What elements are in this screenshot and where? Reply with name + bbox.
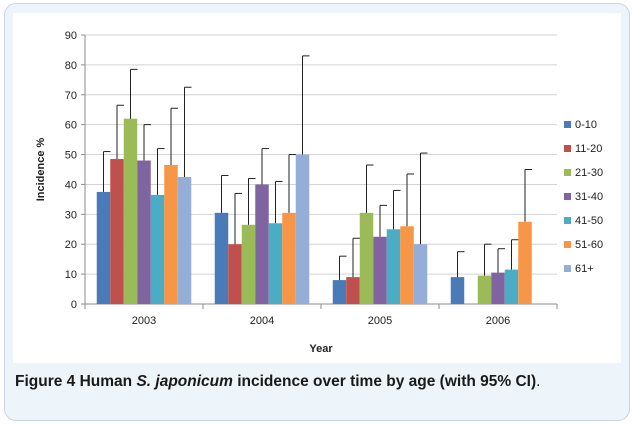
legend-label-0-10: 0-10 bbox=[575, 119, 597, 131]
x-axis-title: Year bbox=[309, 343, 333, 355]
bar-21-30-2005 bbox=[359, 212, 374, 304]
bar-41-50-2004 bbox=[268, 223, 283, 304]
bar-51-60-2005 bbox=[400, 226, 414, 304]
legend-label-51-60: 51-60 bbox=[575, 239, 603, 251]
bar-21-30-2006 bbox=[477, 275, 492, 304]
y-axis-title: Incidence % bbox=[35, 137, 47, 201]
figure-label: Figure 4 bbox=[15, 373, 76, 390]
bar-61+-2005 bbox=[413, 244, 428, 304]
legend-swatch-21-30 bbox=[564, 169, 571, 176]
bar-61+-2003 bbox=[177, 176, 192, 304]
bar-0-10-2006 bbox=[450, 277, 465, 304]
legend-swatch-41-50 bbox=[564, 217, 571, 224]
y-tick-label: 0 bbox=[71, 299, 77, 311]
legend-swatch-0-10 bbox=[564, 121, 571, 128]
bar-21-30-2003 bbox=[123, 118, 138, 304]
legend-label-61+: 61+ bbox=[575, 263, 594, 275]
legend-label-21-30: 21-30 bbox=[575, 167, 603, 179]
legend-label-31-40: 31-40 bbox=[575, 191, 603, 203]
figure-panel: 0 10 20 30 40 50 60 70 80 90 2003 2004 2005 2006 Year I… bbox=[4, 3, 630, 421]
bar-51-60-2006 bbox=[518, 221, 532, 304]
bar-41-50-2006 bbox=[504, 269, 519, 304]
bar-21-30-2004 bbox=[241, 224, 256, 304]
y-tick-label: 50 bbox=[65, 150, 77, 162]
bar-61+-2004 bbox=[295, 154, 310, 304]
bar-41-50-2005 bbox=[386, 229, 401, 304]
x-tick-label: 2006 bbox=[486, 315, 510, 327]
legend-swatch-51-60 bbox=[564, 241, 571, 248]
y-tick-label: 40 bbox=[65, 179, 77, 191]
x-tick-label: 2004 bbox=[250, 315, 274, 327]
caption-text-after: incidence over time by age (with 95% CI) bbox=[232, 373, 537, 390]
bar-31-40-2006 bbox=[491, 272, 505, 304]
bar-0-10-2003 bbox=[96, 191, 111, 304]
bar-0-10-2004 bbox=[214, 212, 229, 304]
y-tick-label: 10 bbox=[65, 269, 77, 281]
bar-31-40-2005 bbox=[373, 236, 387, 304]
x-tick-label: 2005 bbox=[368, 315, 392, 327]
y-tick-label: 70 bbox=[65, 90, 77, 102]
bar-31-40-2003 bbox=[137, 160, 151, 304]
y-tick-label: 20 bbox=[65, 239, 77, 251]
legend-label-11-20: 11-20 bbox=[575, 143, 602, 155]
y-tick-label: 80 bbox=[65, 60, 77, 72]
bar-51-60-2004 bbox=[282, 212, 296, 304]
bar-11-20-2004 bbox=[228, 244, 242, 304]
bar-51-60-2003 bbox=[164, 165, 178, 304]
bar-41-50-2003 bbox=[150, 194, 165, 304]
bar-11-20-2005 bbox=[346, 277, 360, 304]
y-tick-label: 90 bbox=[65, 30, 77, 42]
bar-11-20-2003 bbox=[110, 159, 124, 304]
y-tick-label: 60 bbox=[65, 120, 77, 132]
legend-swatch-61+ bbox=[564, 265, 571, 272]
legend-swatch-31-40 bbox=[564, 193, 571, 200]
caption-end: . bbox=[536, 373, 541, 390]
y-tick-label: 30 bbox=[65, 209, 77, 221]
bar-chart: 0 10 20 30 40 50 60 70 80 90 2003 2004 2005 2006 Year I… bbox=[35, 30, 603, 355]
caption-text-before: Human bbox=[75, 373, 137, 390]
bar-31-40-2004 bbox=[255, 184, 269, 304]
figure-caption: Figure 4 Human S. japonicum incidence ov… bbox=[15, 370, 619, 394]
chart-container: 0 10 20 30 40 50 60 70 80 90 2003 2004 2005 2006 Year I… bbox=[13, 13, 621, 363]
x-tick-label: 2003 bbox=[132, 315, 156, 327]
legend-label-41-50: 41-50 bbox=[575, 215, 603, 227]
bar-0-10-2005 bbox=[332, 280, 347, 304]
legend-swatch-11-20 bbox=[564, 145, 571, 152]
caption-species: S. japonicum bbox=[136, 373, 233, 390]
